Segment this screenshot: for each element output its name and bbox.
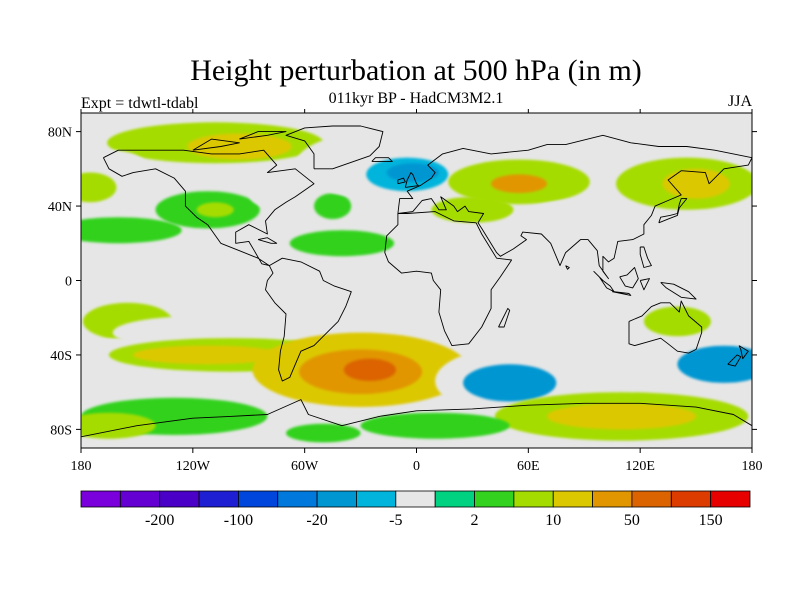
- coastline-5: [628, 300, 703, 354]
- colorbar-label: -20: [306, 512, 327, 529]
- anomaly-region-31: [463, 364, 557, 402]
- coastline-16: [660, 281, 697, 300]
- coastline-22: [639, 246, 652, 268]
- coastline-7: [81, 399, 752, 438]
- lon-tick-label: 60E: [517, 459, 540, 474]
- anomaly-region-35: [556, 343, 669, 374]
- colorbar-label: 50: [624, 512, 640, 529]
- anomaly-region-15: [491, 174, 547, 193]
- lon-tick-label: 120W: [176, 459, 211, 474]
- colorbar-swatch-14: [592, 490, 633, 508]
- coastline-2: [265, 257, 352, 382]
- coastline-17: [727, 354, 742, 367]
- lat-tick-label: 0: [65, 275, 72, 290]
- colorbar-swatch-17: [710, 490, 751, 508]
- experiment-label: Expt = tdwtl-tdabl: [81, 95, 199, 112]
- anomaly-region-2: [187, 133, 292, 160]
- colorbar-label: 10: [545, 512, 561, 529]
- anomaly-region-29: [343, 358, 396, 381]
- anomaly-region-41: [286, 423, 361, 443]
- colorbar-label: 2: [471, 512, 479, 529]
- colorbar-swatch-5: [238, 490, 279, 508]
- colorbar-swatch-16: [670, 490, 712, 508]
- coastline-1: [102, 149, 315, 267]
- colorbar-swatch-15: [631, 490, 672, 508]
- coastline-13: [612, 291, 632, 296]
- anomaly-region-8: [314, 193, 352, 220]
- coastline-8: [404, 172, 419, 188]
- colorbar-swatch-4: [198, 490, 239, 508]
- anomaly-region-16: [431, 196, 514, 223]
- colorbar-swatch-11: [474, 490, 515, 508]
- colorbar-label: -100: [224, 512, 253, 529]
- figure-subtitle: 011kyr BP - HadCM3M2.1: [329, 90, 504, 107]
- colorbar-label: 150: [699, 512, 723, 529]
- coastline-20: [565, 265, 570, 270]
- anomaly-region-20: [662, 168, 730, 199]
- figure-title: Height perturbation at 500 hPa (in m): [190, 54, 642, 87]
- colorbar-swatch-7: [316, 490, 357, 508]
- colorbar-swatch-8: [356, 490, 397, 508]
- colorbar-swatch-6: [277, 490, 318, 508]
- lon-tick-label: 180: [71, 459, 92, 474]
- coastline-19: [498, 307, 511, 328]
- anomaly-fields: [81, 120, 752, 443]
- colorbar-swatch-12: [513, 490, 554, 508]
- colorbar-swatch-10: [434, 490, 475, 508]
- anomaly-region-4: [81, 172, 117, 203]
- lat-tick-label: 80S: [50, 423, 72, 438]
- anomaly-region-33: [643, 306, 711, 337]
- coastline-6: [285, 125, 384, 170]
- coastline-21: [257, 237, 278, 244]
- anomaly-region-17: [453, 120, 715, 143]
- colorbar-label: -5: [389, 512, 402, 529]
- coastline-9: [397, 177, 406, 185]
- lon-tick-label: 120E: [625, 459, 655, 474]
- coastline-11: [658, 198, 688, 224]
- colorbar-label: -200: [145, 512, 174, 529]
- longitude-axis: 180 120W 60W 0 60E 120E 180: [71, 109, 763, 474]
- colorbar-swatch-3: [159, 490, 200, 508]
- colorbar: -200 -100 -20 -5 2 10 50 150: [80, 490, 751, 529]
- season-label: JJA: [728, 93, 752, 110]
- lat-tick-label: 40N: [48, 200, 72, 215]
- lon-tick-label: 0: [413, 459, 420, 474]
- coastline-14: [619, 267, 639, 289]
- colorbar-swatch-9: [395, 490, 436, 508]
- colorbar-swatch-1: [80, 490, 121, 508]
- colorbar-swatch-13: [552, 490, 593, 508]
- anomaly-region-18: [504, 198, 684, 259]
- lat-tick-label: 80N: [48, 126, 72, 141]
- anomaly-region-37: [81, 412, 156, 439]
- anomaly-region-9: [248, 178, 294, 208]
- anomaly-region-21: [289, 230, 395, 257]
- anomaly-region-7: [81, 217, 182, 244]
- colorbar-swatch-2: [119, 490, 161, 508]
- anomaly-region-34: [677, 345, 752, 383]
- coastline-4: [397, 134, 752, 280]
- lat-tick-label: 40S: [50, 349, 72, 364]
- coastline-3: [384, 211, 513, 347]
- anomaly-region-3: [81, 150, 147, 180]
- lon-tick-label: 60W: [291, 459, 319, 474]
- anomaly-region-39: [546, 403, 697, 430]
- coastline-18: [738, 345, 749, 360]
- coastline-24: [239, 131, 287, 140]
- anomaly-region-13: [386, 163, 439, 182]
- anomaly-region-6: [196, 202, 234, 218]
- coastline-15: [639, 278, 650, 291]
- latitude-axis: 80N 40N 0 40S 80S: [48, 126, 757, 438]
- coastlines: [81, 125, 752, 438]
- coastline-23: [192, 138, 240, 151]
- anomaly-region-40: [360, 412, 510, 439]
- coastline-10: [371, 157, 393, 162]
- lon-tick-label: 180: [742, 459, 763, 474]
- map-panel: 80N 40N 0 40S 80S 180 120W 60W 0 60E 120E 180: [48, 109, 763, 474]
- anomaly-region-26: [133, 345, 283, 365]
